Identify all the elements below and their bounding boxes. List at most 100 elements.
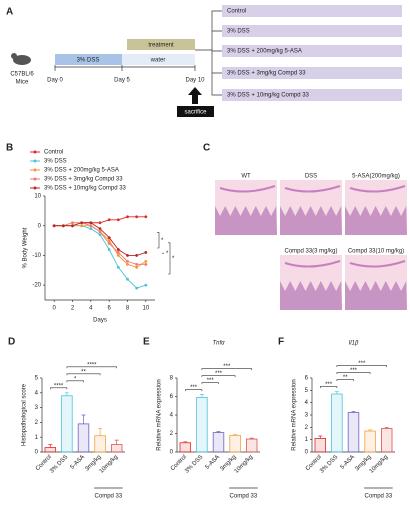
error-bar (351, 410, 356, 413)
error-bar (98, 427, 103, 436)
significance-bracket (336, 379, 354, 382)
point (107, 242, 111, 245)
error-bar (368, 429, 373, 432)
x-tick-label: 4 (89, 306, 93, 312)
significance-bracket (336, 365, 387, 368)
y-tick-label: 3 (35, 405, 39, 411)
significance-label: * (172, 256, 175, 262)
legend-label: 3% DSS (44, 159, 67, 165)
point (98, 221, 102, 225)
group-label: Control (227, 9, 246, 15)
point (98, 227, 102, 231)
error-bar (233, 434, 238, 436)
image-label: Compd 33(10 mg/kg) (348, 249, 404, 255)
y-tick-label: 6 (170, 394, 174, 400)
y-tick-label: -10 (32, 253, 41, 259)
point (135, 254, 139, 257)
significance-bracket (201, 382, 219, 385)
significance-bracket (157, 232, 160, 249)
y-tick-label: 2 (305, 425, 309, 431)
phase-bar (127, 39, 195, 50)
group-box (222, 25, 402, 37)
x-tick-label: 8 (126, 306, 130, 312)
y-tick-label: -20 (32, 283, 41, 289)
significance-label: * (74, 376, 77, 382)
panel-a: A C57BL/6 Mice treatment 3% DSS water Da… (6, 5, 402, 117)
x-tick-label: 6 (107, 306, 111, 312)
y-tick-label: 0 (38, 223, 42, 229)
arrow (188, 87, 202, 104)
x-tick-label: 10mg/kg (99, 454, 120, 475)
group-bracket (211, 10, 222, 96)
day-label: Day 0 (47, 78, 63, 84)
point (126, 262, 129, 266)
significance-bracket (201, 368, 252, 371)
tissue (349, 260, 406, 268)
image-label: Compd 33(3 mg/kg) (284, 249, 337, 255)
phase-label: 3% DSS (77, 58, 100, 64)
bar (179, 442, 192, 453)
point (144, 259, 148, 263)
point (107, 218, 111, 222)
group-box (222, 89, 402, 101)
error-bar (249, 437, 254, 440)
significance-bracket (201, 375, 236, 378)
group-label: Compd 33 (365, 494, 393, 500)
point (89, 224, 93, 228)
point (135, 265, 139, 269)
point (80, 224, 84, 228)
point (107, 236, 111, 240)
y-tick-label: 4 (305, 400, 309, 406)
y-tick-label: 1 (35, 435, 39, 441)
y-tick-label: 5 (305, 388, 309, 394)
y-axis-label: Relative mRNA expression (157, 379, 163, 450)
group-label: Compd 33 (95, 494, 123, 500)
legend-swatch (33, 168, 37, 172)
significance-bracket (66, 373, 101, 376)
y-tick-label: 4 (170, 413, 174, 419)
legend-label: Control (44, 150, 63, 156)
point (144, 251, 148, 254)
point (126, 277, 129, 281)
tissue (284, 260, 341, 268)
tissue (215, 200, 277, 235)
y-tick-label: 1 (305, 437, 309, 443)
image-label: DSS (305, 174, 317, 180)
y-axis-label: Relative mRNA expression (292, 379, 298, 450)
significance-label: *** (325, 382, 333, 388)
significance-label: *** (215, 371, 223, 377)
legend-label: 3% DSS + 3mg/kg Compd 33 (44, 177, 123, 183)
group-label: Compd 33 (230, 494, 258, 500)
y-tick-label: 5 (35, 376, 39, 382)
significance-label: ** (81, 369, 86, 375)
error-bar (183, 441, 188, 443)
error-bar (64, 392, 69, 396)
bar (77, 423, 90, 453)
legend-label: 3% DSS + 200mg/kg 5-ASA (44, 168, 119, 174)
group-label: 3% DSS (227, 29, 250, 35)
error-bar (81, 414, 86, 424)
y-axis-label: % Body Weight (23, 227, 29, 268)
point (135, 286, 139, 290)
significance-bracket (185, 389, 203, 392)
y-tick-label: 10 (34, 194, 41, 200)
sacrifice-label: sacrifice (184, 110, 207, 116)
tissue (345, 275, 407, 310)
significance-label: * (161, 238, 164, 244)
bar (44, 447, 57, 453)
significance-label: ** (343, 375, 348, 381)
error-bar (199, 394, 204, 398)
panel-label: C (203, 143, 210, 154)
x-tick-label: 3% DSS (184, 454, 204, 474)
tissue (345, 200, 407, 235)
mouse-icon (11, 53, 17, 59)
point (80, 221, 84, 225)
significance-label: *** (207, 378, 215, 384)
group-box (222, 45, 402, 57)
legend-swatch (33, 186, 37, 190)
y-tick-label: 2 (170, 431, 174, 437)
point (89, 221, 93, 225)
point (116, 218, 120, 222)
significance-bracket (168, 242, 171, 275)
y-tick-label: 4 (35, 390, 39, 396)
